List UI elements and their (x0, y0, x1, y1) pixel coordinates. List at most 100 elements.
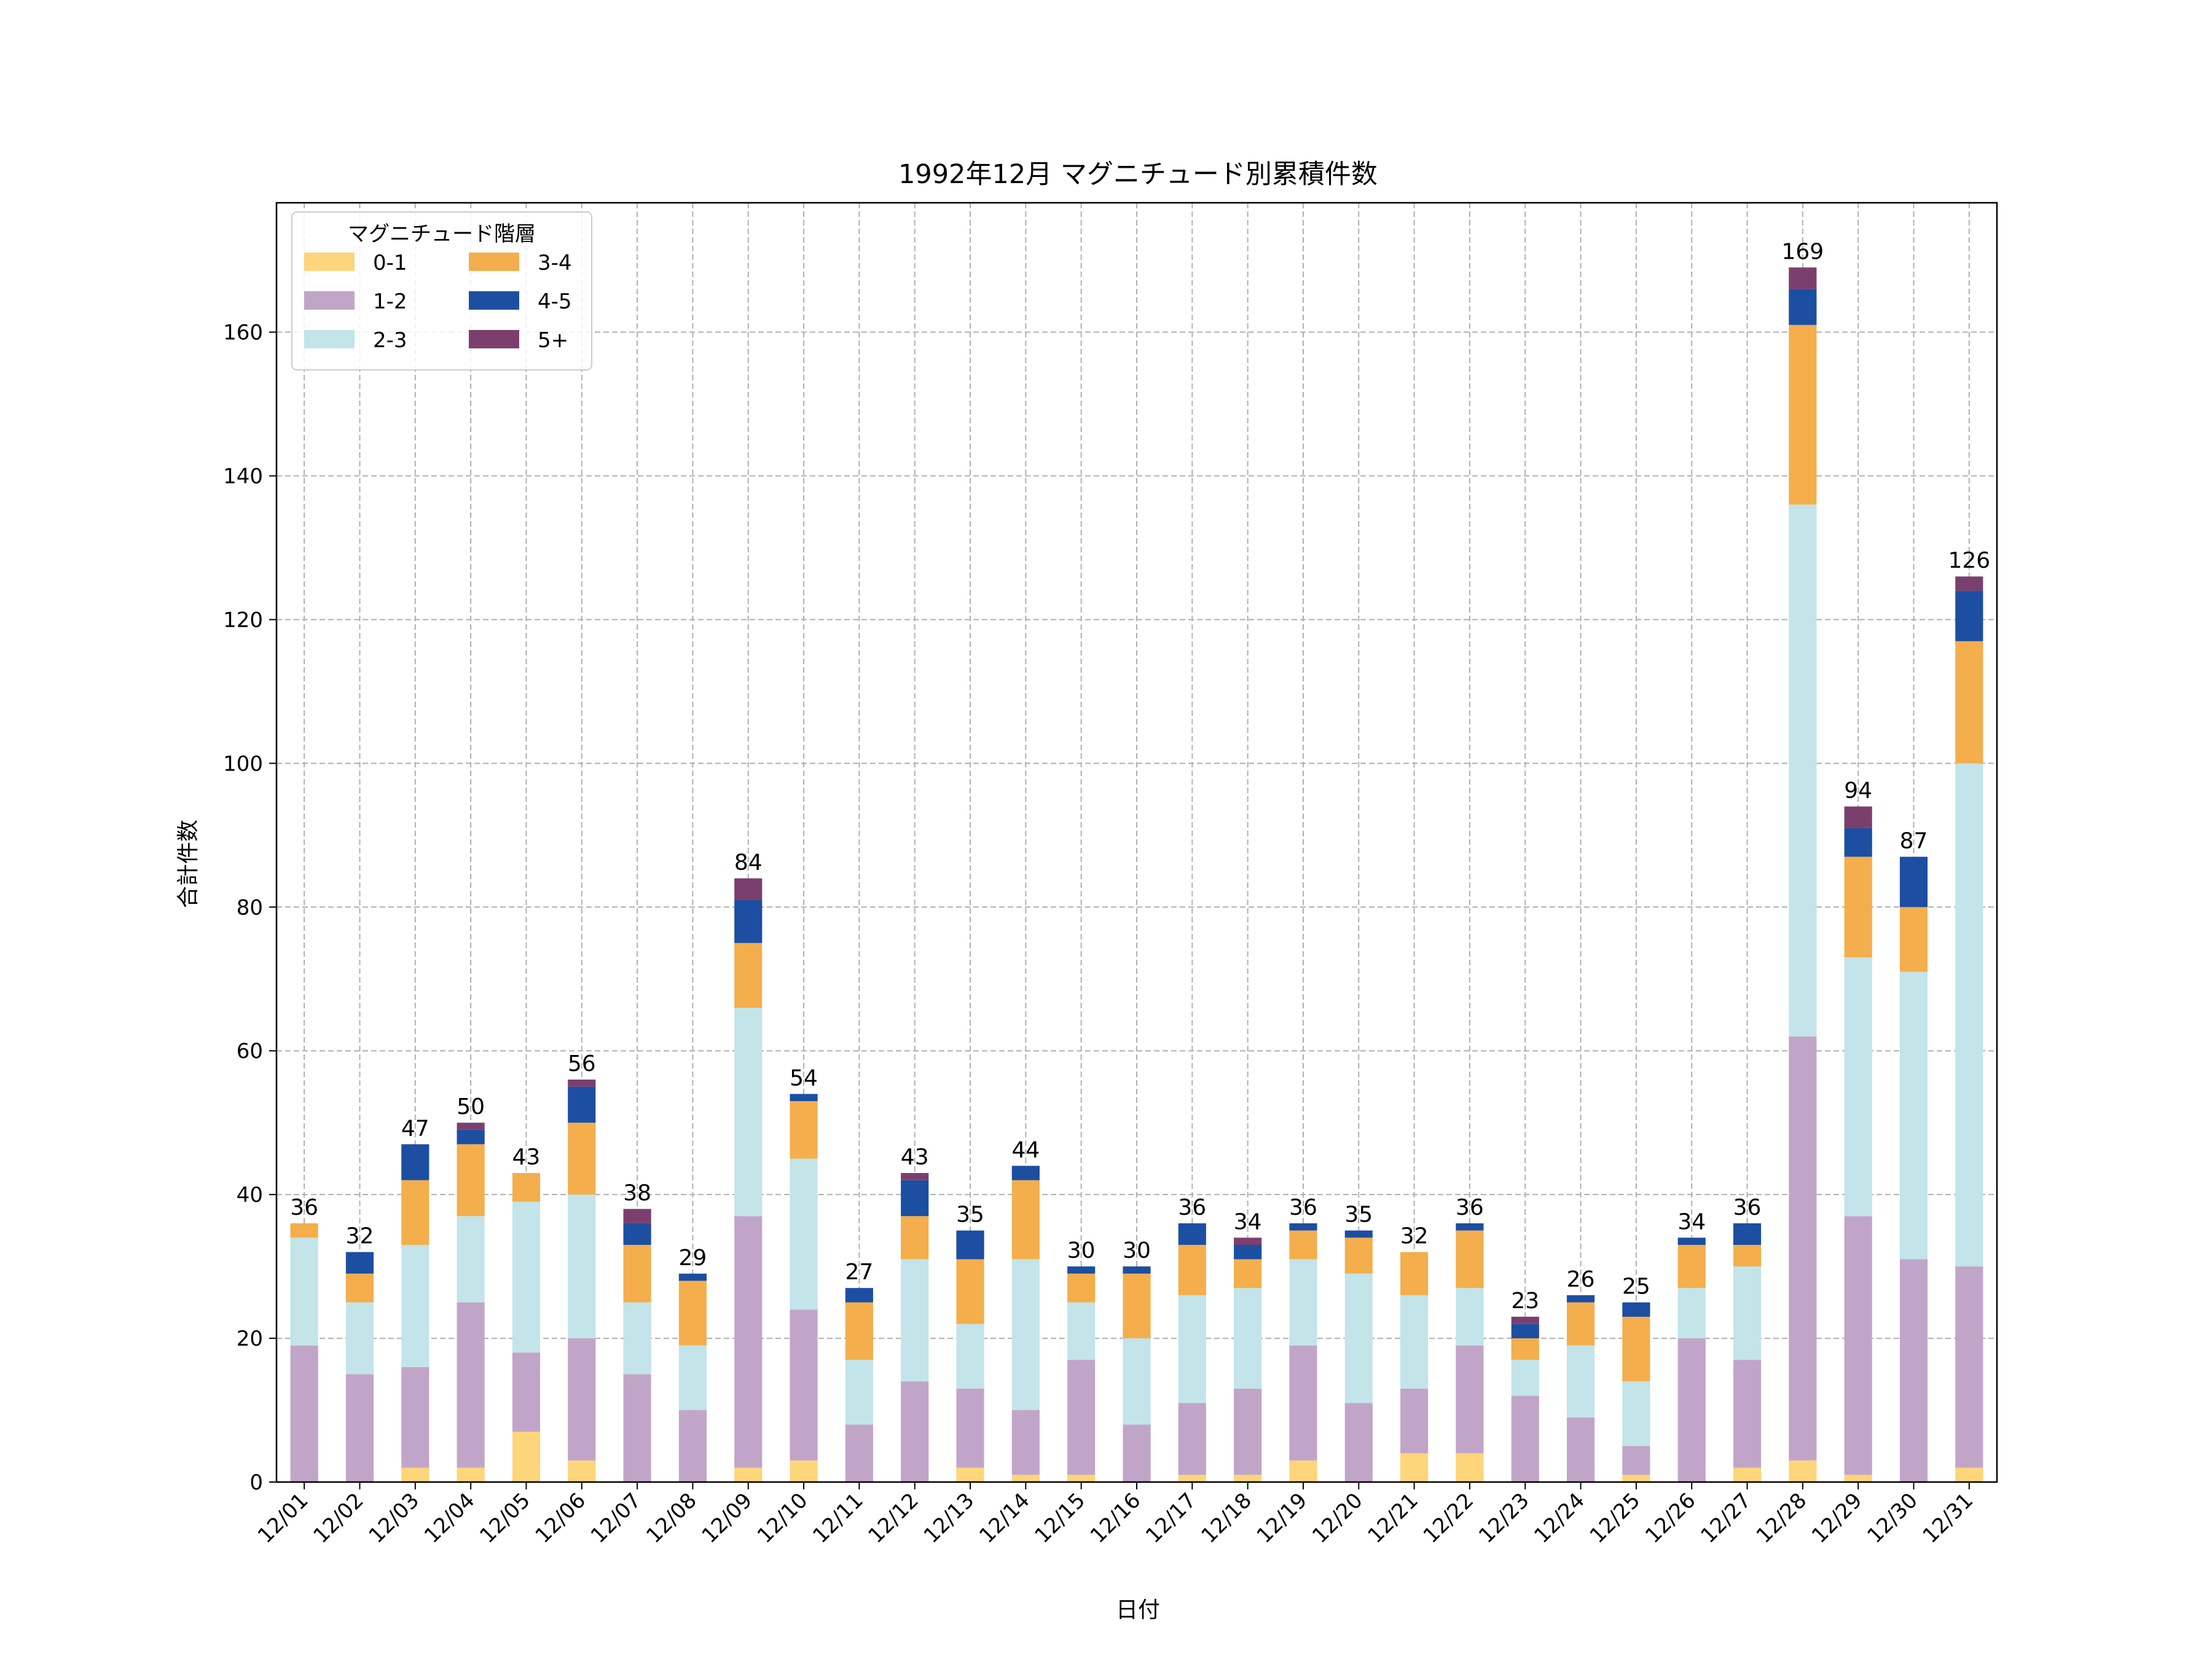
bar-segment (457, 1467, 485, 1482)
bar-segment (678, 1281, 707, 1346)
y-tick-label: 60 (237, 1039, 263, 1064)
bar-segment (1123, 1266, 1151, 1274)
bar-segment (678, 1410, 707, 1482)
bar-segment (1677, 1245, 1706, 1288)
bar-segment (1622, 1381, 1650, 1446)
bar-segment (1899, 1259, 1928, 1482)
bar-segment (345, 1302, 374, 1375)
bar-segment (1567, 1302, 1595, 1346)
bar-segment (290, 1345, 318, 1482)
bar-segment (1178, 1223, 1206, 1245)
bar-total-label: 32 (1400, 1224, 1429, 1249)
bar-segment (1123, 1273, 1151, 1339)
bar-segment (1289, 1345, 1317, 1461)
bar-segment (734, 1008, 763, 1217)
bar-segment (901, 1173, 929, 1180)
y-axis: 0 20 40 60 80 100 120 140 160 (223, 321, 276, 1495)
bar-total-label: 26 (1567, 1267, 1595, 1292)
bar-total-label: 35 (956, 1202, 984, 1228)
bar-segment (1400, 1295, 1429, 1389)
bar-segment (1899, 907, 1928, 972)
bar-segment (623, 1223, 651, 1245)
legend-label: 1-2 (373, 289, 407, 314)
bar-segment (1844, 957, 1872, 1217)
bar-segment (1899, 857, 1928, 908)
bar-segment (1789, 289, 1817, 325)
bar-total-label: 50 (457, 1094, 485, 1120)
bar-segment (1955, 576, 1983, 591)
y-tick-label: 140 (223, 464, 263, 488)
bar-segment (1955, 1266, 1983, 1468)
bar-segment (1567, 1417, 1595, 1482)
bar-segment (623, 1245, 651, 1303)
bar-segment (1677, 1288, 1706, 1339)
bar-segment (1456, 1223, 1484, 1231)
bar-segment (1067, 1475, 1096, 1482)
bar-segment (1400, 1453, 1429, 1482)
bar-segment (790, 1158, 818, 1310)
y-tick-label: 80 (237, 895, 263, 920)
bar-segment (1289, 1223, 1317, 1231)
bar-segment (956, 1230, 984, 1260)
bar-total-label: 44 (1011, 1137, 1040, 1163)
bar-segment (1567, 1345, 1595, 1418)
bar-segment (1955, 763, 1983, 1267)
bar-segment (1733, 1360, 1762, 1468)
bar-segment (1234, 1388, 1262, 1475)
bar-total-label: 56 (568, 1051, 596, 1077)
bar-segment (1622, 1302, 1650, 1317)
bar-segment (1622, 1475, 1650, 1482)
bar-total-label: 32 (346, 1224, 374, 1249)
bar-segment (1955, 641, 1983, 764)
bar-segment (1123, 1424, 1151, 1482)
bar-segment (1844, 806, 1872, 828)
legend-label: 4-5 (538, 289, 572, 314)
bar-total-label: 30 (1067, 1238, 1096, 1263)
bar-segment (568, 1123, 596, 1195)
bar-segment (1844, 1475, 1872, 1482)
legend-swatch (469, 253, 519, 271)
bar-segment (1344, 1273, 1373, 1403)
bar-total-label: 29 (679, 1245, 707, 1271)
bar-segment (1511, 1324, 1539, 1339)
bar-segment (401, 1467, 429, 1482)
bar-segment (1344, 1230, 1373, 1238)
bar-segment (457, 1129, 485, 1145)
bar-segment (1511, 1360, 1539, 1396)
bar-segment (845, 1302, 873, 1360)
bar-segment (1456, 1288, 1484, 1346)
bar-segment (1844, 828, 1872, 857)
bar-segment (790, 1460, 818, 1482)
bar-segment (1400, 1252, 1429, 1295)
y-tick-label: 20 (237, 1327, 263, 1351)
bar-total-labels: 36 32 47 50 43 56 38 29 84 54 27 43 35 44 30 30 36 34 36 35… (290, 239, 1990, 1314)
bar-segment (1289, 1259, 1317, 1346)
bar-segment (1789, 1036, 1817, 1461)
bar-segment (1178, 1245, 1206, 1295)
bar-total-label: 34 (1234, 1209, 1262, 1234)
bar-segment (1178, 1403, 1206, 1475)
bar-segment (290, 1237, 318, 1346)
bar-segment (1011, 1475, 1040, 1482)
bar-segment (345, 1252, 374, 1274)
bar-total-label: 54 (790, 1065, 818, 1091)
bar-segment (401, 1144, 429, 1180)
bar-segment (512, 1201, 541, 1353)
bar-segment (1789, 324, 1817, 505)
bar-total-label: 47 (401, 1116, 429, 1141)
bar-total-label: 30 (1123, 1238, 1151, 1263)
bar-total-label: 43 (512, 1145, 541, 1170)
bar-segment (1789, 1460, 1817, 1482)
bar-segment (1011, 1259, 1040, 1411)
bar-segment (734, 1467, 763, 1482)
bar-segment (734, 943, 763, 1008)
bar-segment (1789, 504, 1817, 1037)
bar-total-label: 34 (1677, 1209, 1706, 1234)
bar-segment (1289, 1230, 1317, 1260)
bar-total-label: 38 (623, 1181, 651, 1206)
bar-segment (845, 1360, 873, 1425)
bar-segment (790, 1309, 818, 1461)
bar-segment (623, 1374, 651, 1482)
bar-segment (734, 1216, 763, 1468)
